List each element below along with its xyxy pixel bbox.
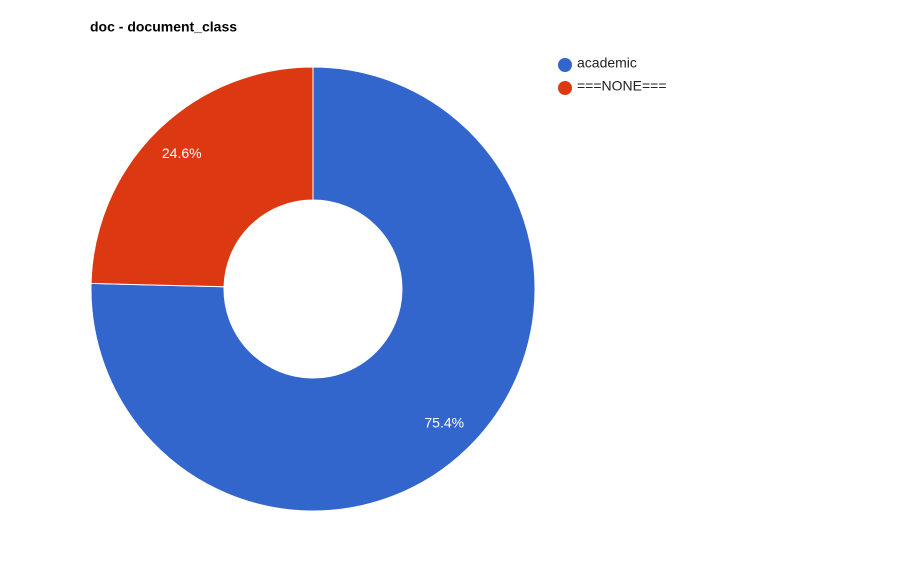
legend-label: academic <box>577 55 637 71</box>
chart-title: doc - document_class <box>90 19 237 35</box>
donut-slice <box>90 66 536 512</box>
legend-swatch <box>558 58 572 72</box>
donut-slice <box>90 66 314 288</box>
legend-label: ===NONE=== <box>577 78 667 94</box>
data-label: 75.4% <box>424 414 464 430</box>
data-label: 24.6% <box>162 145 202 161</box>
legend-swatch <box>558 81 572 95</box>
